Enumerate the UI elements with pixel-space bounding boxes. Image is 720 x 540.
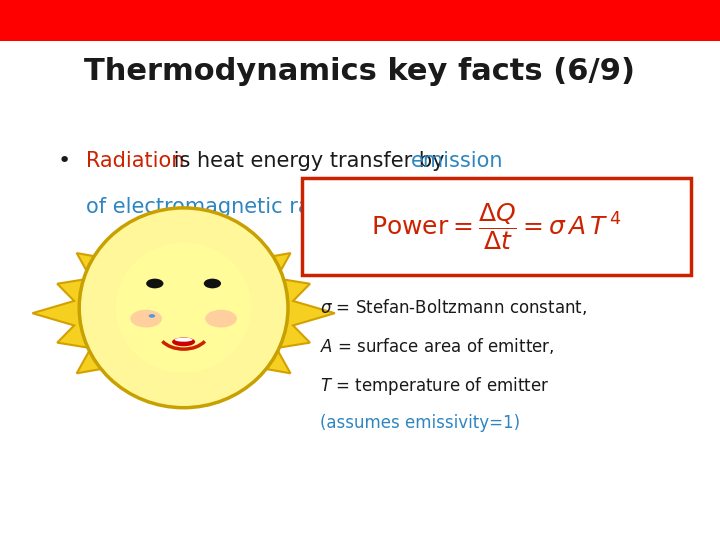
Ellipse shape [172,338,195,346]
Text: is heat energy transfer by: is heat energy transfer by [167,151,451,171]
Text: of electromagnetic radiation: of electromagnetic radiation [86,197,383,217]
Ellipse shape [130,310,162,327]
Text: Thermodynamics key facts (6/9): Thermodynamics key facts (6/9) [84,57,636,86]
Ellipse shape [205,310,237,327]
Text: $T$ = temperature of emitter: $T$ = temperature of emitter [320,375,549,397]
Text: emission: emission [410,151,503,171]
Text: $\sigma$ = Stefan-Boltzmann constant,: $\sigma$ = Stefan-Boltzmann constant, [320,297,588,317]
Text: Radiation: Radiation [86,151,185,171]
Ellipse shape [146,279,163,288]
Ellipse shape [204,279,221,288]
Text: $A$ = surface area of emitter,: $A$ = surface area of emitter, [320,336,555,356]
Ellipse shape [116,243,251,373]
Text: (assumes emissivity=1): (assumes emissivity=1) [320,414,521,431]
Ellipse shape [79,208,288,408]
Text: •: • [58,151,71,171]
Text: $\mathrm{Power} = \dfrac{\Delta Q}{\Delta t} = \sigma\,A\,T^{\,4}$: $\mathrm{Power} = \dfrac{\Delta Q}{\Delt… [372,201,622,252]
Bar [0,0,720,40]
Ellipse shape [174,338,193,342]
Bar [302,178,691,275]
Ellipse shape [149,314,156,318]
Polygon shape [32,228,335,399]
